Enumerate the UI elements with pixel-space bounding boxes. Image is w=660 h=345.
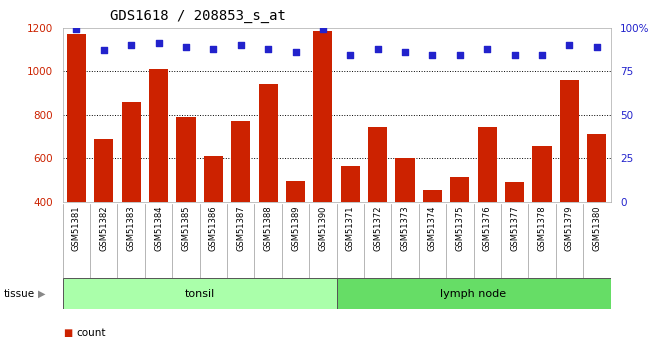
- Point: [345, 53, 356, 58]
- Point: [427, 53, 438, 58]
- Bar: [63, 278, 337, 309]
- Text: GSM51385: GSM51385: [182, 206, 191, 251]
- Text: GSM51384: GSM51384: [154, 206, 163, 251]
- Bar: [176, 117, 195, 289]
- Point: [372, 46, 383, 51]
- Point: [181, 44, 191, 50]
- Text: GSM51383: GSM51383: [127, 206, 136, 252]
- Point: [71, 27, 82, 32]
- Bar: [337, 278, 610, 309]
- Bar: [231, 121, 250, 289]
- Text: GSM51371: GSM51371: [346, 206, 355, 251]
- Text: GSM51374: GSM51374: [428, 206, 437, 251]
- Point: [208, 46, 218, 51]
- Bar: [533, 146, 552, 289]
- Bar: [121, 102, 141, 289]
- Bar: [204, 156, 223, 289]
- Bar: [67, 34, 86, 289]
- Text: GSM51386: GSM51386: [209, 206, 218, 252]
- Text: GSM51379: GSM51379: [565, 206, 574, 251]
- Bar: [149, 69, 168, 289]
- Text: GSM51381: GSM51381: [72, 206, 81, 251]
- Point: [153, 40, 164, 46]
- Point: [400, 49, 411, 55]
- Point: [98, 48, 109, 53]
- Bar: [286, 181, 305, 289]
- Text: GSM51377: GSM51377: [510, 206, 519, 252]
- Point: [263, 46, 273, 51]
- Bar: [505, 182, 524, 289]
- Bar: [560, 80, 579, 289]
- Point: [482, 46, 492, 51]
- Text: GSM51376: GSM51376: [482, 206, 492, 252]
- Text: GSM51389: GSM51389: [291, 206, 300, 251]
- Text: tonsil: tonsil: [185, 289, 214, 298]
- Point: [317, 27, 328, 32]
- Text: GDS1618 / 208853_s_at: GDS1618 / 208853_s_at: [110, 9, 286, 23]
- Bar: [395, 158, 414, 289]
- Bar: [587, 134, 607, 289]
- Text: ■: ■: [63, 328, 72, 338]
- Point: [455, 53, 465, 58]
- Point: [510, 53, 520, 58]
- Point: [591, 44, 602, 50]
- Text: count: count: [76, 328, 106, 338]
- Text: lymph node: lymph node: [440, 289, 507, 298]
- Point: [236, 42, 246, 48]
- Bar: [314, 31, 333, 289]
- Text: GSM51373: GSM51373: [401, 206, 410, 252]
- Bar: [368, 127, 387, 289]
- Point: [126, 42, 137, 48]
- Point: [564, 42, 575, 48]
- Text: GSM51375: GSM51375: [455, 206, 465, 251]
- Text: GSM51372: GSM51372: [373, 206, 382, 251]
- Text: ▶: ▶: [38, 289, 46, 298]
- Text: GSM51382: GSM51382: [99, 206, 108, 251]
- Bar: [423, 190, 442, 289]
- Bar: [478, 127, 497, 289]
- Text: GSM51388: GSM51388: [263, 206, 273, 252]
- Text: GSM51390: GSM51390: [318, 206, 327, 251]
- Text: GSM51380: GSM51380: [592, 206, 601, 251]
- Bar: [341, 166, 360, 289]
- Point: [537, 53, 547, 58]
- Text: GSM51387: GSM51387: [236, 206, 246, 252]
- Point: [290, 49, 301, 55]
- Bar: [259, 84, 278, 289]
- Bar: [450, 177, 469, 289]
- Text: GSM51378: GSM51378: [537, 206, 546, 252]
- Text: tissue: tissue: [3, 289, 34, 298]
- Bar: [94, 139, 114, 289]
